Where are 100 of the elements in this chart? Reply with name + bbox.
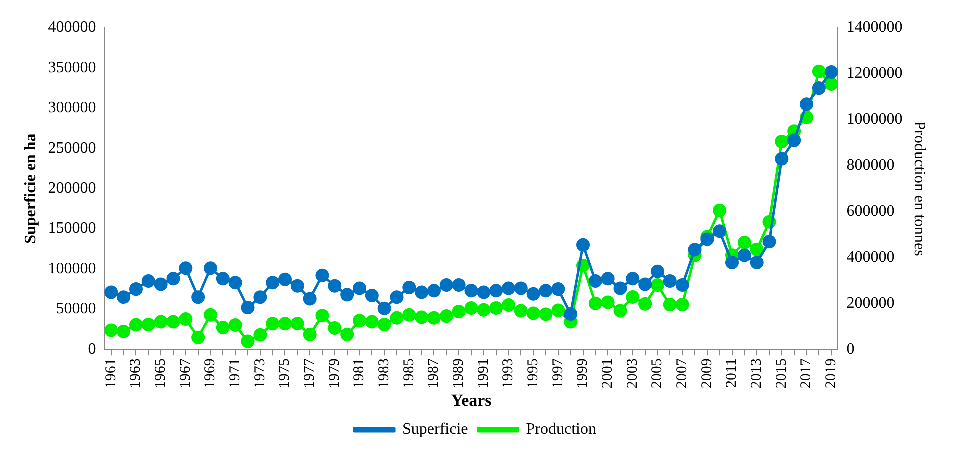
point <box>762 235 776 249</box>
point <box>601 296 615 310</box>
point <box>353 282 366 296</box>
x-tick-label: 1971 <box>228 358 244 389</box>
point <box>378 302 392 316</box>
point <box>390 311 404 325</box>
point <box>117 324 131 338</box>
point <box>588 296 602 310</box>
point <box>688 243 702 257</box>
y2-tick-label: 1400000 <box>846 19 903 36</box>
x-tick-label: 1981 <box>352 358 368 389</box>
x-tick-label: 2007 <box>674 358 691 389</box>
point <box>192 290 206 304</box>
point <box>601 272 615 286</box>
point <box>626 272 640 286</box>
point <box>539 308 553 322</box>
x-tick-label: 2003 <box>624 358 641 389</box>
point <box>539 284 553 298</box>
point <box>626 290 640 304</box>
point <box>390 290 404 304</box>
point <box>824 65 838 79</box>
point <box>700 232 714 246</box>
x-tick-label: 1977 <box>302 358 318 389</box>
x-tick-label: 1969 <box>202 358 219 389</box>
point <box>428 284 441 298</box>
point <box>775 152 789 166</box>
point <box>166 315 180 329</box>
point <box>328 321 342 335</box>
point <box>228 318 242 332</box>
point <box>142 274 156 288</box>
x-tick-label: 1975 <box>277 358 294 389</box>
point <box>129 318 143 332</box>
point <box>340 288 354 302</box>
point <box>290 279 304 293</box>
point <box>365 288 379 302</box>
y-axis-title: Superficie en ha <box>22 134 40 244</box>
x-tick-label: 1995 <box>526 358 542 389</box>
point <box>216 272 230 286</box>
point <box>824 78 838 92</box>
point <box>241 301 255 315</box>
point <box>651 264 665 278</box>
point <box>490 284 504 298</box>
point <box>713 204 727 218</box>
y-tick-label: 200000 <box>48 180 96 198</box>
point <box>464 284 478 298</box>
y2-tick-label: 1000000 <box>846 111 903 128</box>
y-tick-label: 300000 <box>48 100 96 117</box>
point <box>428 311 441 325</box>
point <box>452 304 466 318</box>
point <box>179 312 193 326</box>
point <box>104 286 118 300</box>
point <box>663 274 677 288</box>
x-tick-label: 1991 <box>476 358 492 389</box>
point <box>651 278 665 292</box>
point <box>812 82 826 96</box>
point <box>154 315 168 329</box>
x-tick-label: 1965 <box>153 358 170 389</box>
y2-tick-label: 400000 <box>846 248 895 266</box>
point <box>588 274 602 288</box>
point <box>415 310 429 324</box>
x-tick-label: 2005 <box>650 358 666 389</box>
y-tick-label: 100000 <box>48 260 96 278</box>
point <box>526 287 540 301</box>
point <box>502 282 516 296</box>
x-tick-label: 1997 <box>550 358 566 389</box>
point <box>402 308 416 322</box>
point <box>490 302 504 315</box>
point <box>254 328 268 342</box>
y2-tick-label: 1200000 <box>846 65 903 82</box>
point <box>179 262 193 276</box>
x-tick-label: 2001 <box>600 358 616 389</box>
y-tick-label: 0 <box>88 340 96 358</box>
point <box>552 304 566 318</box>
x-tick-label: 1961 <box>103 358 120 389</box>
y2-tick-label: 600000 <box>846 202 895 220</box>
point <box>750 256 764 270</box>
point <box>241 334 255 348</box>
point <box>638 278 652 292</box>
point <box>663 298 677 312</box>
point <box>477 286 491 300</box>
point <box>228 276 242 290</box>
point <box>316 268 330 282</box>
point <box>576 238 590 252</box>
point <box>166 272 180 286</box>
point <box>415 286 429 300</box>
point <box>129 282 143 296</box>
point <box>775 134 789 148</box>
point <box>340 328 354 342</box>
y2-tick-label: 0 <box>846 340 855 358</box>
point <box>254 290 268 304</box>
point <box>142 318 156 332</box>
point <box>266 276 280 290</box>
point <box>800 98 814 112</box>
point <box>638 297 652 311</box>
point <box>303 292 317 306</box>
point <box>750 242 764 256</box>
point <box>812 64 826 78</box>
point <box>154 278 168 292</box>
point <box>266 317 280 331</box>
point <box>464 302 478 315</box>
